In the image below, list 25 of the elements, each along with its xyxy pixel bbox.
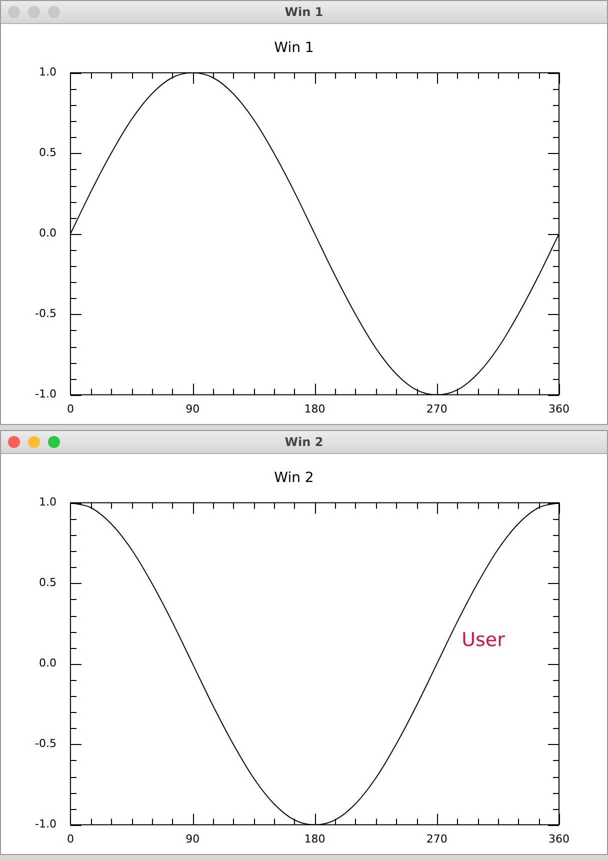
x-tick-label: 90 (186, 402, 200, 416)
x-tick-label: 270 (426, 832, 448, 846)
x-tick-label: 180 (304, 402, 326, 416)
y-tick-label: -1.0 (34, 818, 56, 831)
x-tick-label: 360 (548, 832, 570, 846)
y-tick-label: -1.0 (34, 388, 56, 401)
y-tick-label: -0.5 (34, 737, 56, 750)
chart-title: Win 2 (274, 470, 314, 486)
y-tick-label: 0.5 (38, 576, 56, 590)
y-tick-label: -0.5 (34, 307, 56, 320)
x-tick-label: 360 (548, 402, 570, 416)
y-tick-label: 0.0 (38, 656, 56, 670)
y-tick-label: 1.0 (38, 496, 56, 509)
x-tick-label: 0 (66, 402, 74, 416)
y-tick-label: 0.5 (38, 146, 56, 160)
y-tick-label: 1.0 (38, 66, 56, 79)
x-tick-label: 0 (66, 832, 74, 846)
y-tick-label: 0.0 (38, 226, 56, 240)
x-tick-label: 270 (426, 402, 448, 416)
x-tick-label: 180 (304, 832, 326, 846)
chart-title: Win 1 (284, 5, 324, 19)
x-tick-label: 90 (186, 832, 200, 846)
chart-title: Win 1 (274, 40, 314, 56)
chart-title: Win 2 (284, 435, 324, 449)
annotation: User (462, 629, 506, 652)
